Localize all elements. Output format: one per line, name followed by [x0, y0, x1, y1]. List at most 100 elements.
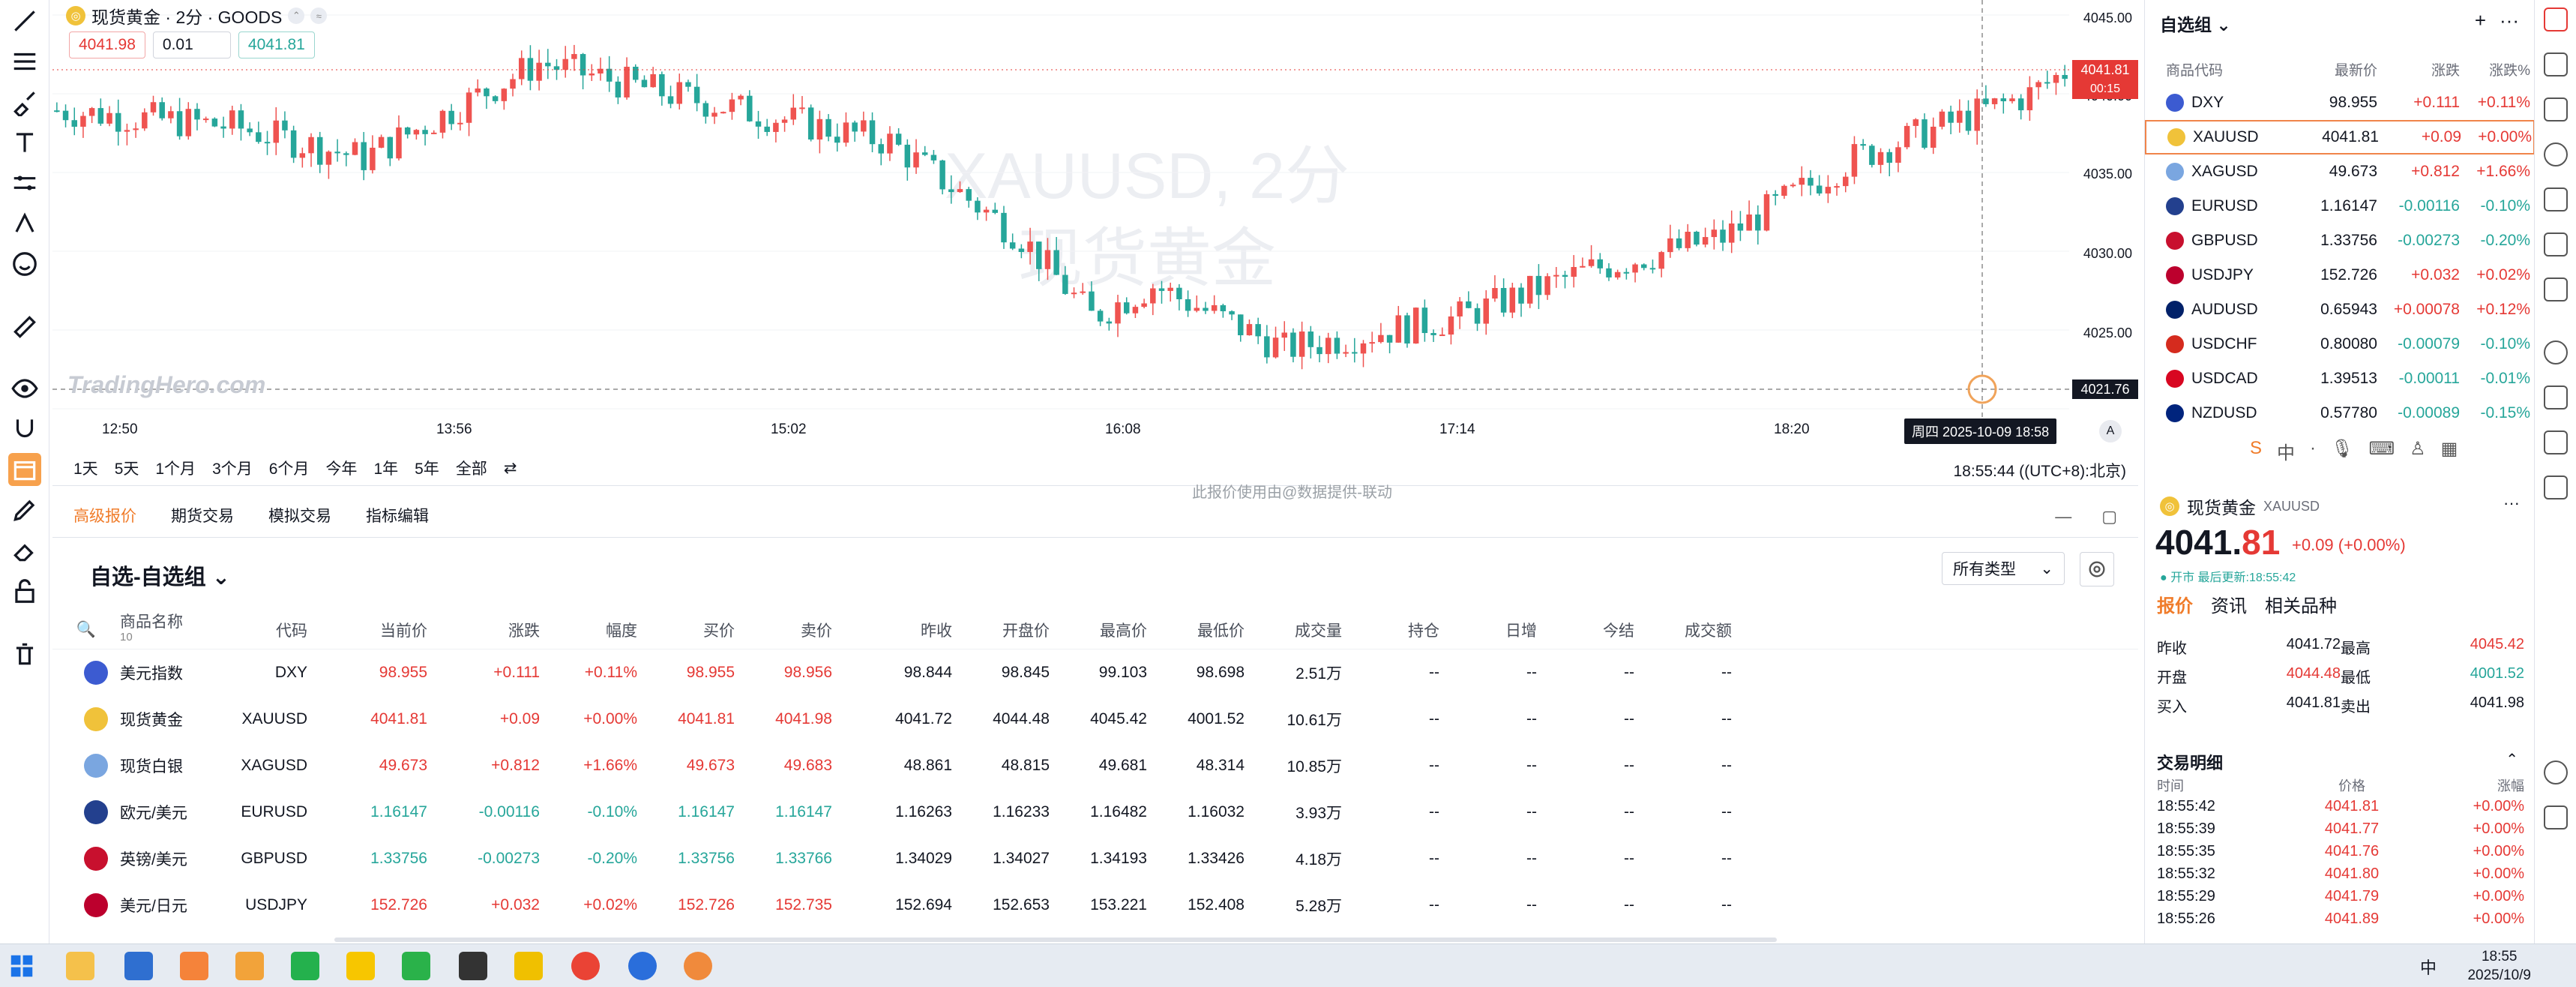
table-row[interactable]: 现货白银 XAGUSD 49.673 +0.812 +1.66% 49.673 49.683…: [52, 742, 2138, 789]
header-ask[interactable]: 卖价: [801, 622, 832, 640]
document-icon[interactable]: [2544, 52, 2568, 76]
table-row[interactable]: 美元/日元 USDJPY 152.726 +0.032 +0.02% 152.726 152…: [52, 882, 2138, 928]
pen-icon[interactable]: [8, 494, 41, 526]
tab-futures[interactable]: 期货交易: [171, 508, 234, 525]
goto-date-icon[interactable]: ⇄: [503, 459, 517, 477]
dot-icon[interactable]: ·: [2310, 438, 2317, 458]
pattern-icon[interactable]: [8, 166, 41, 200]
col-change[interactable]: 涨跌: [2431, 62, 2460, 79]
magnet-icon[interactable]: [8, 412, 41, 446]
k-app-icon[interactable]: [628, 952, 657, 980]
header-pct[interactable]: 幅度: [606, 622, 637, 640]
table-icon[interactable]: [2544, 430, 2568, 454]
expand-icon[interactable]: ⌃: [288, 8, 305, 24]
table-row[interactable]: 美元指数 DXY 98.955 +0.111 +0.11% 98.955 98.956 98.…: [52, 650, 2138, 696]
sell-price-box[interactable]: 4041.98: [69, 32, 145, 58]
watchlist-row[interactable]: USDJPY 152.726 +0.032 +0.02%: [2145, 258, 2535, 292]
wechat-icon[interactable]: [402, 952, 430, 980]
watchlist-row[interactable]: USDCAD 1.39513 -0.00011 -0.01%: [2145, 362, 2535, 396]
tab-related[interactable]: 相关品种: [2265, 596, 2337, 616]
ex-app-icon[interactable]: [514, 952, 543, 980]
ime-icon[interactable]: 中: [2277, 443, 2296, 464]
more-icon[interactable]: ···: [2500, 9, 2519, 32]
watchlist-row[interactable]: DXY 98.955 +0.111 +0.11%: [2145, 86, 2535, 120]
header-increase[interactable]: 日增: [1505, 622, 1537, 640]
watchlist-row[interactable]: EURUSD 1.16147 -0.00116 -0.10%: [2145, 189, 2535, 224]
range-3m[interactable]: 3个月: [212, 460, 253, 478]
bell-icon[interactable]: [2544, 142, 2568, 166]
header-bid[interactable]: 买价: [703, 622, 735, 640]
header-volume[interactable]: 成交量: [1295, 622, 1342, 640]
eye-icon[interactable]: [8, 372, 41, 405]
windows-start-icon[interactable]: [7, 952, 36, 980]
help-icon[interactable]: [2544, 806, 2568, 830]
maximize-icon[interactable]: ▢: [2101, 507, 2117, 526]
minimize-icon[interactable]: —: [2055, 507, 2072, 526]
autoscale-button[interactable]: A: [2099, 420, 2122, 442]
table-row[interactable]: 现货黄金 XAUUSD 4041.81 +0.09 +0.00% 4041.81 4041.…: [52, 696, 2138, 742]
tab-quote[interactable]: 报价: [2157, 596, 2193, 616]
wave-icon[interactable]: ≈: [310, 8, 328, 24]
trash-icon[interactable]: [8, 638, 41, 670]
chart-area[interactable]: XAUUSD, 2分 现货黄金 TradingHero.com ◎ 现货黄金 ·…: [52, 0, 2138, 486]
screenshot-app-icon[interactable]: [124, 952, 153, 980]
range-1m[interactable]: 1个月: [155, 460, 196, 478]
emoji-icon[interactable]: [8, 248, 41, 280]
table-row[interactable]: 英镑/美元 GBPUSD 1.33756 -0.00273 -0.20% 1.33756 1…: [52, 836, 2138, 882]
file-explorer-icon[interactable]: [66, 952, 94, 980]
search-icon[interactable]: 🔍: [76, 620, 97, 638]
headset-icon[interactable]: [2544, 760, 2568, 784]
chat-icon[interactable]: [2544, 278, 2568, 302]
horizontal-scrollbar[interactable]: [334, 938, 1777, 942]
horizontal-lines-icon[interactable]: [8, 45, 41, 78]
range-6m[interactable]: 6个月: [268, 460, 310, 478]
header-price[interactable]: 当前价: [380, 622, 427, 640]
buy-price-box[interactable]: 4041.81: [238, 32, 315, 58]
time-axis[interactable]: 12:50 13:56 15:02 16:08 17:14 18:20: [52, 417, 2069, 441]
header-oi[interactable]: 持仓: [1408, 622, 1439, 640]
video-icon[interactable]: [2544, 232, 2568, 256]
app-icon[interactable]: [235, 952, 264, 980]
watchlist-row[interactable]: XAUUSD 4041.81 +0.09 +0.00%: [2145, 120, 2535, 154]
add-icon[interactable]: +: [2474, 9, 2487, 32]
tab-indicator-editor[interactable]: 指标编辑: [366, 508, 429, 525]
network-icon[interactable]: [2544, 476, 2568, 500]
ruler-icon[interactable]: [8, 310, 41, 344]
brave-browser-icon[interactable]: [180, 952, 208, 980]
col-last[interactable]: 最新价: [2334, 62, 2377, 79]
graduation-icon[interactable]: [2544, 386, 2568, 410]
signal-icon[interactable]: [2544, 340, 2568, 364]
qq-icon[interactable]: [459, 952, 487, 980]
trading-app-icon[interactable]: [684, 952, 712, 980]
col-symbol[interactable]: 商品代码: [2166, 62, 2224, 79]
header-name[interactable]: 商品名称 10: [120, 614, 202, 644]
price-axis[interactable]: 4045.00 4040.00 4035.00 4030.00 4025.00 …: [2069, 0, 2138, 420]
shirt-icon[interactable]: ♙: [2410, 439, 2426, 459]
phone-app-icon[interactable]: [291, 952, 319, 980]
notes-app-icon[interactable]: [346, 952, 375, 980]
lot-size-input[interactable]: 0.01: [152, 32, 231, 58]
tab-paper-trading[interactable]: 模拟交易: [268, 508, 331, 525]
header-low[interactable]: 最低价: [1197, 622, 1245, 640]
watchlist-row[interactable]: USDCHF 0.80080 -0.00079 -0.10%: [2145, 327, 2535, 362]
calendar-tool-icon[interactable]: [8, 453, 41, 486]
text-icon[interactable]: [8, 126, 41, 159]
trend-line-icon[interactable]: [8, 4, 41, 38]
range-5d[interactable]: 5天: [114, 460, 139, 478]
range-5y[interactable]: 5年: [415, 460, 439, 478]
timezone-clock[interactable]: 18:55:44 ((UTC+8):北京): [1953, 463, 2127, 480]
watchlist-title[interactable]: 自选组 ⌄: [2160, 15, 2231, 34]
home-icon[interactable]: [2544, 8, 2568, 32]
system-clock[interactable]: 18:55 2025/10/9: [2467, 947, 2531, 985]
chart-title[interactable]: 现货黄金 · 2分 · GOODS: [91, 8, 283, 27]
collapse-icon[interactable]: ⌃: [2506, 752, 2518, 768]
range-1d[interactable]: 1天: [73, 460, 98, 478]
chrome-icon[interactable]: [571, 952, 600, 980]
watchlist-row[interactable]: NZDUSD 0.57780 -0.00089 -0.15%: [2145, 396, 2535, 430]
range-all[interactable]: 全部: [455, 460, 487, 478]
watchlist-row[interactable]: AUDUSD 0.65943 +0.00078 +0.12%: [2145, 292, 2535, 327]
header-open[interactable]: 开盘价: [1002, 622, 1050, 640]
range-1y[interactable]: 1年: [373, 460, 399, 478]
brush-icon[interactable]: [8, 86, 41, 118]
node-icon[interactable]: [8, 207, 41, 240]
